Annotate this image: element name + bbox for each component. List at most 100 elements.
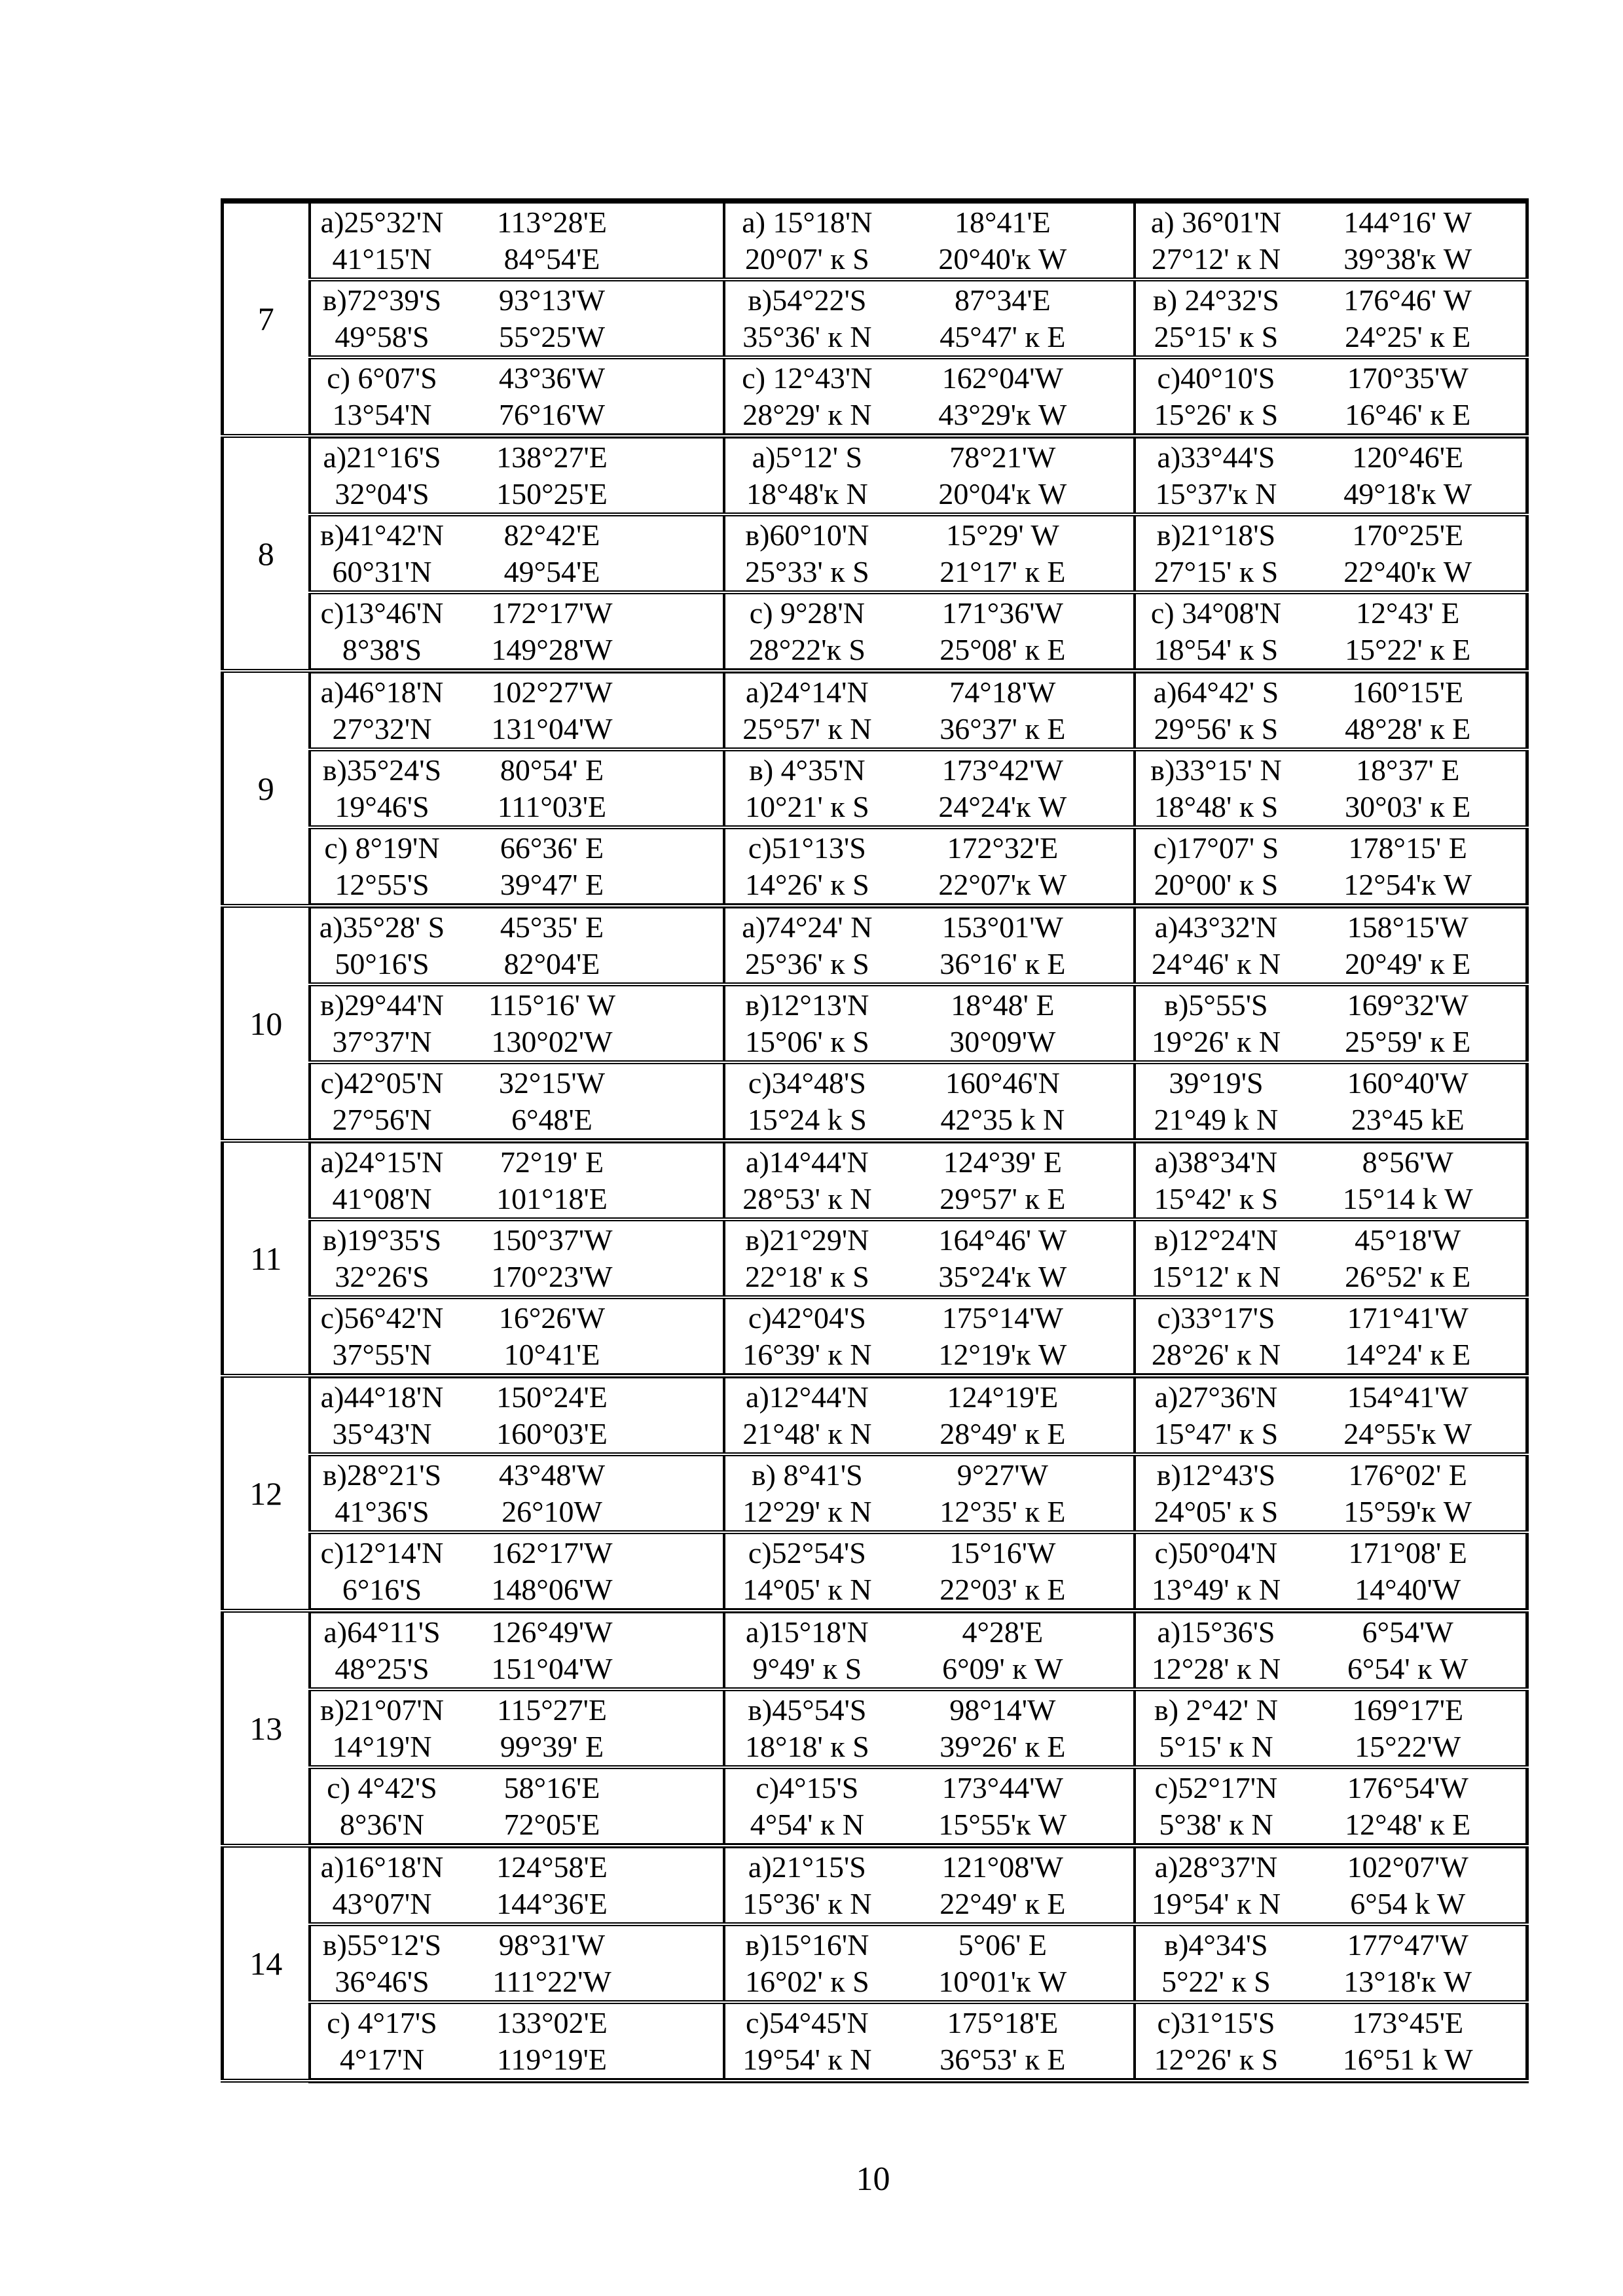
longitude-value: 87°34'E	[954, 283, 1051, 317]
coord-pair-block: a)25°32'N 113°28'E 41°15'N 84°54'E	[311, 204, 723, 278]
table-subrow-c: c) 6°07'S 43°36'W 13°54'N 76°16'W c) 12°43'…	[223, 357, 1529, 439]
latitude-value: c)33°17'S	[1157, 1300, 1275, 1335]
coord-cell: a) 36°01'N 144°16' W 27°12' к N 39°38'к W	[1133, 201, 1529, 281]
coord-pair-block: в)15°16'N 5°06' E 16°02' к S 10°01'к W	[725, 1927, 1133, 2000]
latitude-value: 14°26' к S	[745, 867, 869, 901]
latitude-value: c) 6°07'S	[327, 361, 437, 395]
longitude-value: 49°18'к W	[1343, 476, 1472, 511]
latitude-value: 35°36' к N	[742, 319, 872, 353]
coord-cell: a)21°15'S 121°08'W 15°36' к N 22°49' к E	[722, 1846, 1136, 1926]
coord-cell: a)25°32'N 113°28'E 41°15'N 84°54'E	[308, 201, 725, 281]
coord-cell: c)12°14'N 162°17'W 6°16'S 148°06'W	[308, 1532, 725, 1613]
coord-pair-block: a)33°44'S 120°46'E 15°37'к N 49°18'к W	[1136, 439, 1526, 512]
longitude-value: 170°35'W	[1347, 361, 1468, 395]
coord-pair-block: a)15°36'S 6°54'W 12°28' к N 6°54' к W	[1136, 1614, 1526, 1687]
latitude-value: 8°36'N	[340, 1807, 424, 1841]
coord-pair-block: в)41°42'N 82°42'E 60°31'N 49°54'E	[311, 517, 723, 590]
row-number: 7	[221, 201, 311, 438]
longitude-value: 178°15' E	[1348, 831, 1467, 865]
table-subrow-a: 9 a)46°18'N 102°27'W 27°32'N 131°04'W a)24°…	[221, 671, 1529, 908]
coord-cell: в)33°15' N 18°37' E 18°48' к S 30°03' к E	[1133, 749, 1529, 829]
longitude-value: 55°25'W	[498, 319, 606, 353]
coordinates-table-body: 7 a)25°32'N 113°28'E 41°15'N 84°54'E a) 15°…	[221, 201, 1529, 2083]
latitude-value: 37°55'N	[332, 1337, 432, 1371]
longitude-value: 131°04'W	[491, 711, 613, 745]
coord-cell: в) 2°42' N 169°17'E 5°15' к N 15°22'W	[1133, 1689, 1529, 1769]
longitude-value: 18°48' E	[951, 988, 1055, 1022]
latitude-value: в)21°07'N	[320, 1693, 444, 1727]
latitude-value: 21°49 k N	[1154, 1102, 1279, 1136]
latitude-value: 37°37'N	[332, 1024, 432, 1058]
coord-pair-block: c)42°05'N 32°15'W 27°56'N 6°48'E	[311, 1065, 723, 1138]
longitude-value: 175°14'W	[941, 1300, 1063, 1335]
longitude-value: 45°47' к E	[939, 319, 1066, 353]
coord-cell: c) 12°43'N 162°04'W 28°29' к N 43°29'к W	[722, 357, 1136, 439]
coord-cell: c)4°15'S 173°44'W 4°54' к N 15°55'к W	[722, 1767, 1136, 1848]
coord-cell: a)27°36'N 154°41'W 15°47' к S 24°55'к W	[1133, 1376, 1529, 1456]
latitude-value: c)52°17'N	[1154, 1770, 1278, 1804]
latitude-value: 9°49' к S	[752, 1651, 862, 1685]
longitude-value: 35°24'к W	[938, 1259, 1067, 1293]
coord-cell: в)12°24'N 45°18'W 15°12' к N 26°52' к E	[1133, 1219, 1529, 1299]
longitude-value: 149°28'W	[491, 632, 613, 666]
coord-cell: c) 8°19'N 66°36' E 12°55'S 39°47' E	[308, 827, 725, 908]
longitude-value: 29°57' к E	[939, 1181, 1066, 1215]
coord-cell: c)34°48'S 160°46'N 15°24 k S 42°35 k N	[722, 1062, 1136, 1143]
longitude-value: 72°19' E	[500, 1145, 604, 1179]
coord-pair-block: в)28°21'S 43°48'W 41°36'S 26°10W	[311, 1457, 723, 1530]
latitude-value: 15°12' к N	[1151, 1259, 1281, 1293]
table-subrow-a: 7 a)25°32'N 113°28'E 41°15'N 84°54'E a) 15°…	[221, 201, 1529, 438]
longitude-value: 15°14 k W	[1342, 1181, 1473, 1215]
coord-cell: a)38°34'N 8°56'W 15°42' к S 15°14 k W	[1133, 1141, 1529, 1221]
coord-pair-block: c)42°04'S 175°14'W 16°39' к N 12°19'к W	[725, 1300, 1133, 1373]
latitude-value: 22°18' к S	[745, 1259, 869, 1293]
longitude-value: 18°37' E	[1356, 753, 1460, 787]
coord-cell: в)12°43'S 176°02' E 24°05' к S 15°59'к W	[1133, 1454, 1529, 1534]
coord-pair-block: a)5°12' S 78°21'W 18°48'к N 20°04'к W	[725, 439, 1133, 512]
longitude-value: 162°17'W	[491, 1535, 613, 1570]
table-subrow-c: c)13°46'N 172°17'W 8°38'S 149°28'W c) 9°28'…	[223, 592, 1529, 673]
coord-pair-block: c)33°17'S 171°41'W 28°26' к N 14°24' к E	[1136, 1300, 1526, 1373]
longitude-value: 15°22'W	[1355, 1729, 1461, 1763]
latitude-value: 12°28' к N	[1151, 1651, 1281, 1685]
latitude-value: 20°00' к S	[1154, 867, 1279, 901]
latitude-value: 50°16'S	[335, 946, 429, 980]
coord-cell: в)21°29'N 164°46' W 22°18' к S 35°24'к W	[722, 1219, 1136, 1299]
coord-cell: в)5°55'S 169°32'W 19°26' к N 25°59' к E	[1133, 984, 1529, 1064]
longitude-value: 160°03'E	[496, 1416, 608, 1450]
latitude-value: 28°22'к S	[748, 632, 866, 666]
coord-cell: в)72°39'S 93°13'W 49°58'S 55°25'W	[308, 279, 725, 359]
longitude-value: 98°14'W	[949, 1693, 1056, 1727]
table-subrow-a: 8 a)21°16'S 138°27'E 32°04'S 150°25'E a)5°1…	[221, 436, 1529, 673]
latitude-value: a)64°11'S	[323, 1615, 441, 1649]
latitude-value: 14°19'N	[332, 1729, 432, 1763]
longitude-value: 124°39' E	[943, 1145, 1062, 1179]
coord-cell: c) 9°28'N 171°36'W 28°22'к S 25°08' к E	[722, 592, 1136, 673]
coord-cell: a)16°18'N 124°58'E 43°07'N 144°36'E	[308, 1846, 725, 1926]
latitude-value: a)74°24' N	[742, 910, 873, 944]
coord-pair-block: в)29°44'N 115°16' W 37°37'N 130°02'W	[311, 987, 723, 1060]
longitude-value: 13°18'к W	[1343, 1964, 1472, 1998]
coord-cell: в)35°24'S 80°54' E 19°46'S 111°03'E	[308, 749, 725, 829]
latitude-value: c) 4°42'S	[327, 1770, 437, 1804]
coord-pair-block: в)5°55'S 169°32'W 19°26' к N 25°59' к E	[1136, 987, 1526, 1060]
coord-pair-block: c)13°46'N 172°17'W 8°38'S 149°28'W	[311, 595, 723, 668]
latitude-value: a)35°28' S	[319, 910, 445, 944]
latitude-value: в)15°16'N	[745, 1928, 869, 1962]
latitude-value: 14°05' к N	[742, 1572, 872, 1606]
latitude-value: 18°54' к S	[1154, 632, 1279, 666]
latitude-value: 16°39' к N	[742, 1337, 872, 1371]
longitude-value: 80°54' E	[500, 753, 604, 787]
latitude-value: 12°29' к N	[742, 1494, 872, 1528]
coord-pair-block: a)16°18'N 124°58'E 43°07'N 144°36'E	[311, 1849, 723, 1922]
longitude-value: 49°54'E	[503, 554, 600, 588]
coord-cell: a)15°36'S 6°54'W 12°28' к N 6°54' к W	[1133, 1611, 1529, 1691]
latitude-value: 13°54'N	[332, 397, 432, 431]
latitude-value: в)35°24'S	[322, 753, 442, 787]
longitude-value: 15°16'W	[949, 1535, 1056, 1570]
latitude-value: в)41°42'N	[320, 518, 444, 552]
longitude-value: 162°04'W	[941, 361, 1063, 395]
longitude-value: 6°09' к W	[942, 1651, 1063, 1685]
longitude-value: 58°16'E	[503, 1770, 600, 1804]
coord-cell: c)42°05'N 32°15'W 27°56'N 6°48'E	[308, 1062, 725, 1143]
